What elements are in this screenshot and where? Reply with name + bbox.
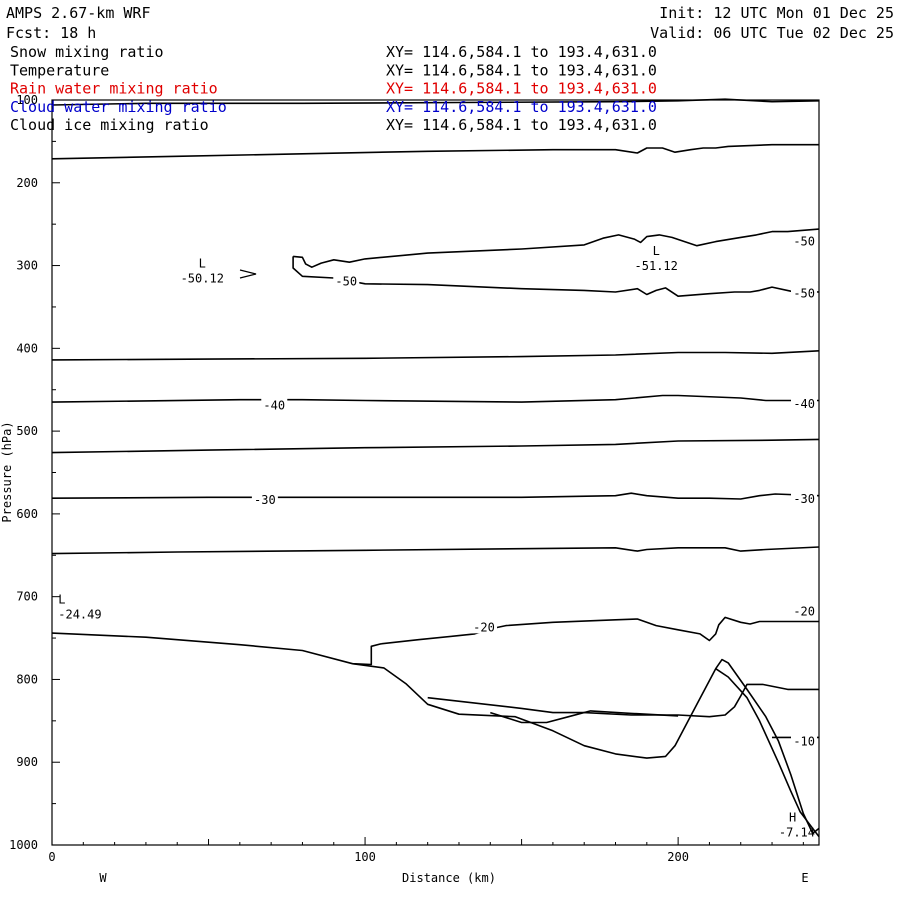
contour-line [51,616,819,666]
y-tick-label: 700 [16,590,38,604]
temperature-contours [51,98,820,838]
contour-label: -50 [335,274,357,288]
extremum-type: L [199,257,206,271]
y-tick-label: 100 [16,93,38,107]
field-name: Rain water mixing ratio [10,80,218,98]
contour-label-bg [251,491,278,506]
extremum-value: -51.12 [635,259,678,273]
y-tick-label: 900 [16,755,38,769]
field-xy-range: XY= 114.6,584.1 to 193.4,631.0 [386,43,657,61]
extremum-value: -7.14 [779,825,815,839]
contour-line [292,256,820,297]
contour-line [352,658,820,835]
contour-label: -30 [254,493,276,507]
contour-label: -50 [793,287,815,301]
contour-label: -20 [473,620,495,634]
field-xy-range: XY= 114.6,584.1 to 193.4,631.0 [386,116,657,134]
y-tick-label: 1000 [9,838,38,852]
init-time: Init: 12 UTC Mon 01 Dec 25 [659,4,894,22]
y-tick-label: 200 [16,176,38,190]
contour-line [51,98,820,106]
field-name: Snow mixing ratio [10,43,164,61]
contour-label: -20 [793,605,815,619]
arrow-icon [239,269,257,279]
contour-label-bg [791,233,817,248]
contour-label: -30 [793,492,815,506]
extremum-type: H [789,810,796,824]
y-tick-label: 600 [16,507,38,521]
field-name: Temperature [10,61,109,79]
x-end-label-east: E [801,871,808,885]
x-end-label-west: W [99,871,107,885]
contour-line [51,492,820,500]
x-axis-ticks: 0 100 200 [48,837,804,864]
contour-line [51,350,820,361]
x-tick-label: 200 [667,850,689,864]
contour-label: -40 [263,398,285,412]
contour-label-bg [333,273,360,288]
contour-labels: -50 -50 -50 -40 -40 -30 -30 -20 -20 -10 [251,233,817,749]
contour-label-bg [261,397,288,412]
contour-label-bg [791,733,817,748]
forecast-hour: Fcst: 18 h [6,24,96,42]
y-tick-label: 400 [16,341,38,355]
x-tick-label: 100 [354,850,376,864]
y-tick-label: 300 [16,259,38,273]
contour-label: -50 [793,235,815,249]
contour-label-bg [791,490,817,505]
contour-label-bg [471,619,498,634]
field-name: Cloud ice mixing ratio [10,116,209,134]
extrema-markers: L-50.12L-51.12L-24.49H-7.14 [58,244,815,839]
field-xy-range: XY= 114.6,584.1 to 193.4,631.0 [386,98,657,116]
contour-label: -40 [793,397,815,411]
field-legend: Snow mixing ratio XY= 114.6,584.1 to 193.… [10,43,657,134]
contour-label: -10 [793,735,815,749]
extremum-value: -50.12 [181,272,224,286]
extremum-type: L [653,244,660,258]
valid-time: Valid: 06 UTC Tue 02 Dec 25 [650,24,894,42]
y-axis-ticks: 100 200 300 400 500 600 700 800 900 1000 [9,93,60,852]
y-axis-label: Pressure (hPa) [0,421,14,522]
contour-label-bg [791,603,817,618]
contour-line [51,546,820,555]
extremum-value: -24.49 [58,608,101,622]
contour-line [427,683,819,718]
contour-line [715,668,820,838]
contour-label-bg [791,395,817,410]
contour-line [51,394,819,403]
contour-line [490,710,679,724]
x-tick-label: 0 [48,850,55,864]
field-xy-range: XY= 114.6,584.1 to 193.4,631.0 [386,80,657,98]
contour-label-bg [791,285,817,300]
y-tick-label: 800 [16,672,38,686]
contour-line [51,143,819,160]
plot-frame [51,99,820,846]
x-axis-label: Distance (km) [402,871,496,885]
field-xy-range: XY= 114.6,584.1 to 193.4,631.0 [386,61,657,79]
field-name: Cloud water mixing ratio [10,98,227,116]
y-tick-label: 500 [16,424,38,438]
contour-line [51,438,820,454]
model-title: AMPS 2.67-km WRF [6,4,151,22]
extremum-type: L [58,593,65,607]
contour-line [293,228,820,268]
